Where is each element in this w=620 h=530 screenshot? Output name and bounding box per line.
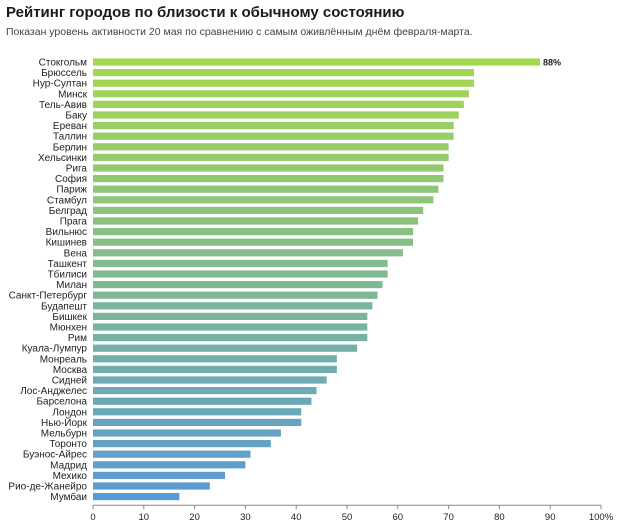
x-tick-label: 0 bbox=[90, 512, 95, 523]
category-label: Белград bbox=[49, 206, 87, 217]
category-label: Милан bbox=[56, 280, 87, 291]
category-label: Москва bbox=[53, 365, 88, 376]
bar bbox=[93, 132, 454, 140]
category-label: Тбилиси bbox=[48, 269, 87, 281]
category-label: Прага bbox=[60, 217, 88, 228]
bar bbox=[93, 185, 439, 193]
x-tick-label: 40 bbox=[291, 512, 302, 523]
category-label: Барселона bbox=[36, 397, 87, 408]
x-tick-label: 50 bbox=[342, 512, 353, 523]
category-label: Кишинев bbox=[46, 238, 87, 249]
bar bbox=[93, 90, 469, 98]
bar bbox=[93, 376, 327, 384]
category-label: Монреаль bbox=[40, 354, 87, 365]
x-tick-label: 20 bbox=[189, 512, 200, 523]
category-label: Мельбурн bbox=[41, 428, 87, 440]
category-label: Куала-Лумпур bbox=[22, 344, 88, 355]
category-label: Лондон bbox=[52, 407, 87, 418]
bar bbox=[93, 418, 302, 426]
chart-subtitle: Показан уровень активности 20 мая по сра… bbox=[6, 26, 473, 38]
x-tick-label: 100% bbox=[589, 512, 614, 523]
x-tick-label: 70 bbox=[443, 512, 454, 523]
category-label: Париж bbox=[56, 185, 87, 196]
bar bbox=[93, 153, 449, 161]
bar bbox=[93, 461, 246, 469]
category-label: Торонто bbox=[49, 439, 87, 450]
category-label: Брюссель bbox=[41, 68, 87, 79]
category-label: Буэнос-Айрес bbox=[23, 450, 87, 461]
bar bbox=[93, 365, 337, 373]
bar bbox=[93, 344, 358, 352]
bar bbox=[93, 206, 424, 214]
data-label: 88% bbox=[543, 58, 561, 68]
category-label: Ереван bbox=[53, 121, 87, 132]
x-tick-label: 30 bbox=[240, 512, 251, 523]
chart-title: Рейтинг городов по близости к обычному с… bbox=[6, 4, 405, 21]
bar bbox=[93, 429, 281, 437]
bar bbox=[93, 302, 373, 310]
category-label: Санкт-Петербург bbox=[9, 290, 88, 302]
bar bbox=[93, 100, 464, 108]
category-label: Стамбул bbox=[47, 194, 87, 206]
category-label: Вильнюс bbox=[46, 227, 87, 238]
category-label: Рим bbox=[68, 333, 87, 344]
category-label: Нур-Султан bbox=[33, 79, 87, 90]
bar bbox=[93, 471, 226, 479]
category-label: Баку bbox=[65, 111, 87, 122]
bar bbox=[93, 217, 419, 225]
bar bbox=[93, 270, 388, 278]
x-tick-label: 60 bbox=[393, 512, 404, 523]
bar bbox=[93, 58, 541, 66]
category-label: Таллин bbox=[53, 132, 87, 143]
category-label: Хельсинки bbox=[38, 153, 87, 164]
bar bbox=[93, 450, 251, 458]
category-label: Берлин bbox=[53, 142, 87, 153]
category-label: Минск bbox=[58, 89, 87, 100]
bar bbox=[93, 249, 403, 257]
category-label: Мехико bbox=[53, 471, 88, 482]
category-label: Будапешт bbox=[41, 301, 87, 312]
bar bbox=[93, 79, 474, 87]
category-label: Сидней bbox=[52, 376, 87, 387]
bar bbox=[93, 122, 454, 130]
category-label: Мюнхен bbox=[50, 323, 87, 334]
x-tick-label: 90 bbox=[545, 512, 556, 523]
bar bbox=[93, 408, 302, 416]
bar bbox=[93, 355, 337, 363]
category-label: Нью-Йорк bbox=[41, 416, 88, 429]
category-label: Рига bbox=[66, 164, 88, 175]
category-label: Ташкент bbox=[48, 259, 88, 270]
bar bbox=[93, 397, 312, 405]
category-label: Рио-де-Жанейро bbox=[8, 482, 87, 493]
bar bbox=[93, 493, 180, 501]
category-label: Тель-Авив bbox=[39, 100, 87, 111]
bar bbox=[93, 259, 388, 267]
bar bbox=[93, 440, 271, 448]
bar bbox=[93, 312, 368, 320]
bar bbox=[93, 291, 378, 299]
category-label: Лос-Анджелес bbox=[20, 386, 87, 397]
bar bbox=[93, 143, 449, 151]
bar bbox=[93, 238, 414, 246]
bar bbox=[93, 482, 210, 490]
bar bbox=[93, 228, 414, 236]
category-label: Стокгольм bbox=[39, 58, 87, 69]
category-label: София bbox=[55, 173, 87, 185]
bar bbox=[93, 323, 368, 331]
category-label: Бишкек bbox=[52, 312, 87, 323]
bar bbox=[93, 196, 434, 204]
category-label: Мумбаи bbox=[50, 491, 87, 503]
bar bbox=[93, 69, 474, 77]
x-tick-label: 10 bbox=[139, 512, 150, 523]
bar bbox=[93, 175, 444, 183]
bar bbox=[93, 281, 383, 289]
bar bbox=[93, 334, 368, 342]
bar bbox=[93, 164, 444, 172]
bar bbox=[93, 387, 317, 395]
x-tick-label: 80 bbox=[494, 512, 505, 523]
bar bbox=[93, 111, 459, 119]
category-label: Мадрид bbox=[50, 460, 87, 471]
category-label: Вена bbox=[64, 248, 88, 259]
